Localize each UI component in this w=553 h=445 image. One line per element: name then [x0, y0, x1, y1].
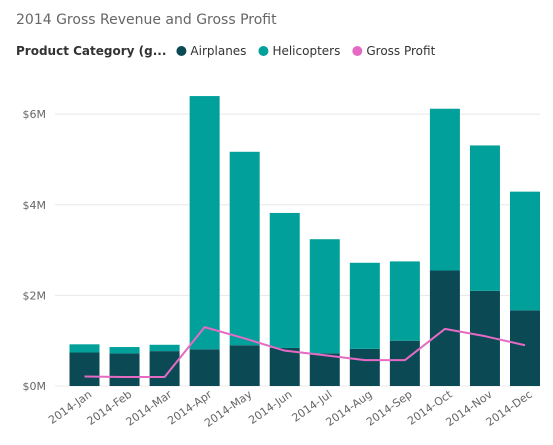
line-point[interactable]	[123, 375, 127, 379]
legend-label-helicopters: Helicopters	[272, 44, 340, 58]
line-point[interactable]	[83, 374, 87, 378]
line-gross-profit[interactable]	[84, 326, 526, 378]
bar-airplanes[interactable]	[69, 352, 100, 386]
legend-marker-gross-profit	[352, 46, 363, 56]
y-tick-label: $2M	[23, 289, 47, 302]
bar-helicopters[interactable]	[69, 344, 100, 353]
line-point[interactable]	[523, 343, 527, 347]
y-tick-label: $4M	[23, 199, 47, 212]
y-tick-label: $0M	[23, 380, 47, 393]
legend: Product Category (g... Airplanes Helicopt…	[16, 44, 436, 58]
bar-airplanes[interactable]	[109, 353, 140, 386]
bar-airplanes[interactable]	[389, 340, 420, 386]
legend-marker-airplanes	[176, 46, 187, 56]
x-tick-label: 2014-Sep	[364, 388, 415, 429]
chart-title: 2014 Gross Revenue and Gross Profit	[16, 12, 277, 28]
line-point[interactable]	[363, 358, 367, 362]
x-tick-label: 2014-Mar	[124, 388, 175, 429]
line-point[interactable]	[203, 325, 207, 329]
bar-airplanes[interactable]	[349, 348, 380, 386]
line-point[interactable]	[283, 349, 287, 353]
y-tick-label: $6M	[23, 108, 47, 121]
bar-helicopters[interactable]	[510, 191, 540, 311]
bar-helicopters[interactable]	[429, 108, 460, 271]
line-point[interactable]	[483, 334, 487, 338]
legend-label-gross-profit: Gross Profit	[366, 44, 435, 58]
x-axis: 2014-Jan2014-Feb2014-Mar2014-Apr2014-May…	[46, 387, 535, 429]
line-point[interactable]	[443, 327, 447, 331]
line-point[interactable]	[403, 358, 407, 362]
bar-airplanes[interactable]	[149, 351, 180, 386]
x-tick-label: 2014-Jun	[246, 388, 294, 427]
legend-title: Product Category (g...	[16, 44, 166, 58]
bar-airplanes[interactable]	[189, 349, 220, 386]
bar-helicopters[interactable]	[229, 151, 260, 346]
line-point[interactable]	[323, 353, 327, 357]
bar-helicopters[interactable]	[269, 212, 300, 348]
bar-airplanes[interactable]	[269, 347, 300, 386]
line-point[interactable]	[243, 336, 247, 340]
y-axis: $0M $2M $4M $6M	[23, 108, 47, 393]
bar-helicopters[interactable]	[309, 239, 340, 354]
bar-helicopters[interactable]	[349, 262, 380, 349]
bar-helicopters[interactable]	[149, 344, 180, 352]
bar-helicopters[interactable]	[109, 347, 140, 354]
bar-airplanes[interactable]	[510, 310, 540, 386]
bar-helicopters[interactable]	[469, 145, 500, 291]
bar-airplanes[interactable]	[229, 345, 260, 386]
legend-label-airplanes: Airplanes	[190, 44, 246, 58]
bar-helicopters[interactable]	[389, 261, 420, 341]
line-point[interactable]	[163, 375, 167, 379]
bar-helicopters[interactable]	[189, 96, 220, 350]
bar-airplanes[interactable]	[309, 353, 340, 386]
legend-marker-helicopters	[258, 46, 269, 56]
bars	[69, 96, 540, 386]
profit-line	[83, 325, 527, 379]
